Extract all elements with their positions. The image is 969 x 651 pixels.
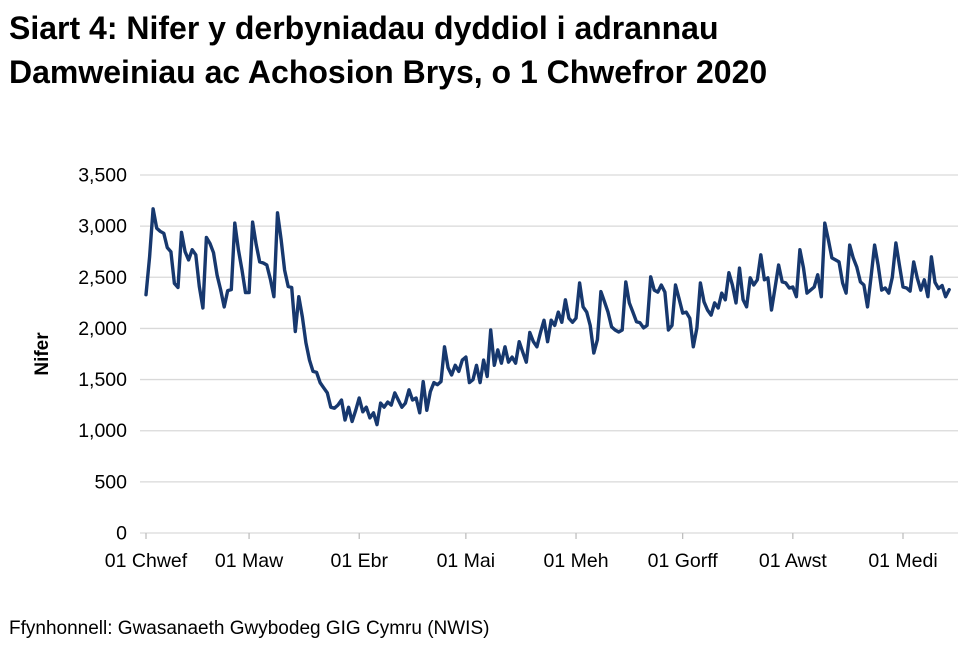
y-axis-tick-label: 2,000 — [78, 318, 127, 340]
x-axis-tick-label: 01 Meh — [544, 550, 609, 572]
x-axis-tick-label: 01 Chwef — [105, 550, 188, 572]
y-axis-tick-label: 3,000 — [78, 216, 127, 238]
x-axis-tick-label: 01 Mai — [437, 550, 496, 572]
y-axis-tick-label: 1,000 — [78, 420, 127, 442]
y-axis-tick-label: 2,500 — [78, 267, 127, 289]
chart-title-line-1: Siart 4: Nifer y derbyniadau dyddiol i a… — [9, 10, 719, 46]
admissions-data-line — [144, 207, 951, 427]
x-axis-tick-label: 01 Maw — [215, 550, 284, 572]
y-axis-tick-label: 500 — [94, 471, 127, 493]
chart-title-line-2: Damweiniau ac Achosion Brys, o 1 Chwefro… — [9, 54, 768, 90]
x-axis-tick-label: 01 Gorff — [648, 550, 719, 572]
y-axis-tick-label: 0 — [116, 523, 127, 545]
x-axis-tick-label: 01 Ebr — [331, 550, 389, 572]
x-axis-tick-label: 01 Awst — [759, 550, 828, 572]
source-note: Ffynhonnell: Gwasanaeth Gwybodeg GIG Cym… — [9, 618, 490, 639]
x-axis-tick-label: 01 Medi — [868, 550, 937, 572]
y-axis-title: Nifer — [32, 332, 53, 376]
y-axis-tick-label: 1,500 — [78, 369, 127, 391]
y-axis-tick-label: 3,500 — [78, 165, 127, 187]
chart-title: Siart 4: Nifer y derbyniadau dyddiol i a… — [9, 6, 939, 94]
